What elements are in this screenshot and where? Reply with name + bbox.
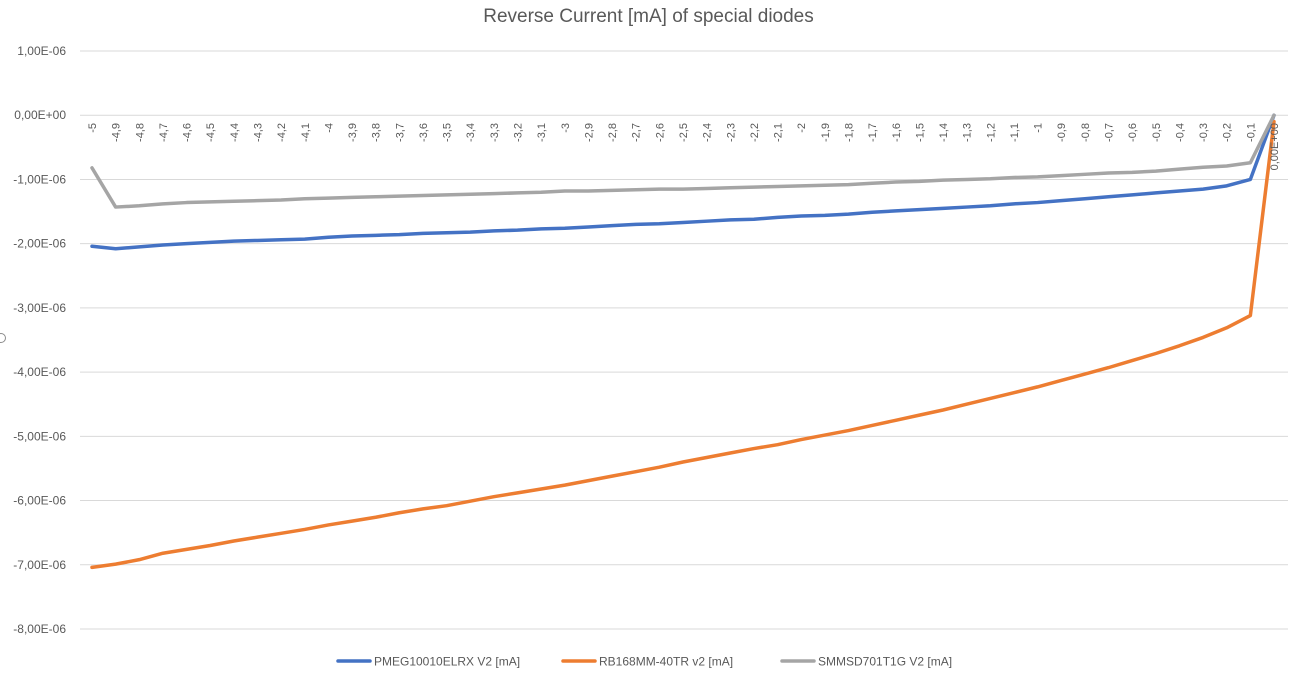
x-tick-label: -2,7: [631, 123, 643, 142]
x-tick-label: -3,4: [465, 123, 477, 142]
resize-handle[interactable]: [0, 333, 6, 343]
series-line-smmsd701t1g: [90, 113, 1276, 209]
y-tick-label: -1,00E-06: [13, 172, 66, 186]
x-tick-label: -1,4: [938, 123, 950, 142]
x-tick-label: -0,1: [1245, 123, 1257, 142]
x-tick-label: -1,6: [891, 123, 903, 142]
x-tick-label: -0,3: [1198, 123, 1210, 142]
legend-item[interactable]: SMMSD701T1G V2 [mA]: [780, 655, 952, 669]
x-tick-label: -3,3: [489, 123, 501, 142]
x-tick-label: -4,8: [134, 123, 146, 142]
x-tick-label: -4,7: [158, 123, 170, 142]
x-tick-label: -3,7: [394, 123, 406, 142]
y-axis-ticks: 1,00E-06 0,00E+00 -1,00E-06 -2,00E-06 -3,00E…: [13, 44, 66, 636]
x-tick-label: -3,6: [418, 123, 430, 142]
y-tick-label: 1,00E-06: [17, 44, 66, 58]
legend-label: SMMSD701T1G V2 [mA]: [818, 655, 952, 669]
x-tick-label: -1,7: [867, 123, 879, 142]
x-tick-label: -2,9: [583, 123, 595, 142]
y-tick-label: -5,00E-06: [13, 429, 66, 443]
legend-item[interactable]: PMEG10010ELRX V2 [mA]: [336, 655, 520, 669]
x-tick-label: -2,3: [725, 123, 737, 142]
y-tick-label: -4,00E-06: [13, 365, 66, 379]
series-lines: [90, 113, 1276, 570]
y-tick-label: -7,00E-06: [13, 558, 66, 572]
x-tick-label: -1,2: [985, 123, 997, 142]
x-tick-label: -0,5: [1151, 123, 1163, 142]
x-tick-label: -3,5: [442, 123, 454, 142]
legend[interactable]: PMEG10010ELRX V2 [mA] RB168MM-40TR v2 [mA…: [336, 655, 952, 669]
legend-item[interactable]: RB168MM-40TR v2 [mA]: [561, 655, 733, 669]
chart-title: Reverse Current [mA] of special diodes: [483, 6, 814, 27]
x-tick-label: -0,2: [1222, 123, 1234, 142]
x-tick-label: -1,8: [843, 123, 855, 142]
x-tick-label: -0,4: [1174, 123, 1186, 142]
x-tick-label: -2,5: [678, 123, 690, 142]
x-tick-label: -5: [87, 123, 99, 133]
x-tick-label: -0,6: [1127, 123, 1139, 142]
x-tick-label: -2,1: [773, 123, 785, 142]
x-tick-label: -1: [1033, 123, 1045, 133]
x-tick-label: -1,5: [914, 123, 926, 142]
x-tick-label: -2,8: [607, 123, 619, 142]
x-tick-label: -4: [323, 123, 335, 133]
series-line-pmeg10010elrx: [90, 113, 1276, 251]
x-tick-label: -2,2: [749, 123, 761, 142]
x-tick-label: -1,1: [1009, 123, 1021, 142]
x-tick-label: -2,4: [702, 123, 714, 142]
x-tick-label: -4,9: [111, 123, 123, 142]
y-tick-label: -6,00E-06: [13, 494, 66, 508]
series-line-rb168mm-40tr: [90, 119, 1276, 570]
x-tick-label: -2,6: [654, 123, 666, 142]
y-tick-label: 0,00E+00: [14, 108, 66, 122]
x-tick-label: -3,9: [347, 123, 359, 142]
x-tick-label: -0,9: [1056, 123, 1068, 142]
grid-lines: [80, 50, 1288, 630]
x-tick-label: -0,8: [1080, 123, 1092, 142]
x-tick-label: -3,2: [513, 123, 525, 142]
x-tick-label: -1,3: [962, 123, 974, 142]
x-tick-label: -0,7: [1104, 123, 1116, 142]
y-tick-label: -2,00E-06: [13, 237, 66, 251]
y-tick-label: -8,00E-06: [13, 622, 66, 636]
x-tick-label: 0,00E+00: [1269, 123, 1281, 170]
x-tick-label: -4,4: [229, 123, 241, 142]
x-tick-label: -1,9: [820, 123, 832, 142]
x-tick-label: -3,8: [371, 123, 383, 142]
x-tick-label: -2: [796, 123, 808, 133]
y-tick-label: -3,00E-06: [13, 301, 66, 315]
x-tick-label: -3,1: [536, 123, 548, 142]
x-tick-label: -4,2: [276, 123, 288, 142]
legend-label: RB168MM-40TR v2 [mA]: [599, 655, 733, 669]
legend-label: PMEG10010ELRX V2 [mA]: [374, 655, 520, 669]
x-tick-label: -3: [560, 123, 572, 133]
x-axis-ticks: -5 -4,9 -4,8 -4,7 -4,6 -4,5 -4,4 -4,3 -4,2 -4,1 -4…: [87, 123, 1281, 170]
x-tick-label: -4,6: [182, 123, 194, 142]
x-tick-label: -4,1: [300, 123, 312, 142]
x-tick-label: -4,5: [205, 123, 217, 142]
x-tick-label: -4,3: [252, 123, 264, 142]
